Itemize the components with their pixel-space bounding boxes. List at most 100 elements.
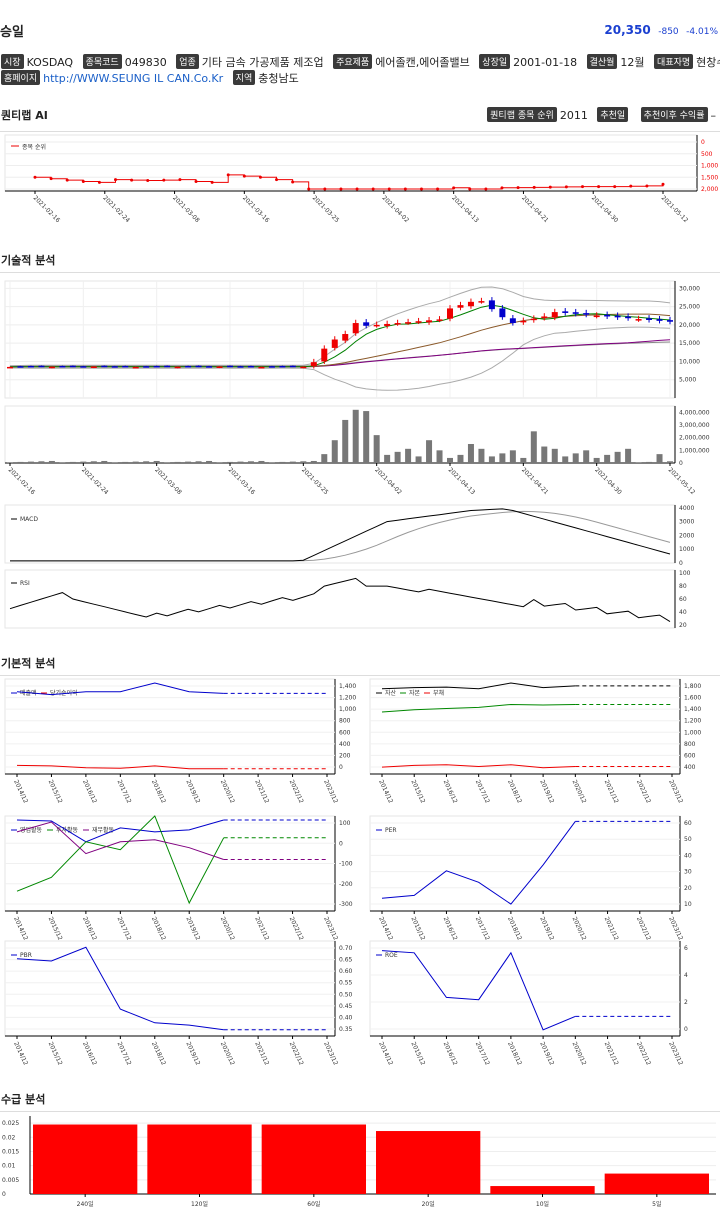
panel-series-line [381,821,576,905]
panel-series-line [16,819,224,843]
volume-bar [80,461,87,463]
candle-body [258,366,265,369]
price-change: -850 [658,27,679,37]
rank-point [452,186,456,190]
rank-point [65,178,69,182]
candle-body [447,308,453,319]
candle-body [310,362,317,366]
rank-point [419,187,423,191]
candlesticks [7,297,673,369]
volume-bar [342,419,349,463]
panel-legend-label: ROE [385,952,398,959]
panel-x-tick: 2014/12 [12,779,29,805]
rank-point [323,187,327,191]
panel-x-tick: 2014/12 [377,1041,394,1067]
info-row-2: 홈페이지 http://WWW.SEUNG IL CAN.Co.Kr 지역 충청남도 [1,70,305,86]
panel-x-tick: 2016/12 [442,916,459,942]
panel-y-tick: 50 [684,836,692,843]
rec-return-tag: 추천이후 수익률 [640,107,708,122]
panel-y-tick: 2 [684,999,688,1006]
volume-bar [331,440,338,463]
candle-body [373,324,380,327]
rank-x-tick: 2021-05-12 [660,194,690,224]
panel-x-tick: 2021/12 [603,1041,620,1067]
rank-value: 2011 [559,109,588,122]
volume-bar [132,461,139,463]
panel-y-tick: 800 [684,741,696,748]
panel-legend-label: PER [385,827,397,834]
candle-body [635,319,642,321]
rec-date-tag: 추천일 [597,107,629,122]
rank-legend-label: 종목 순위 [22,143,46,151]
candle-body [268,366,275,368]
technical-x-tick: 2021-03-25 [300,466,330,496]
panel-x-tick: 2022/12 [288,916,305,942]
panel-frame [4,940,336,1037]
candle-body [185,365,192,368]
rsi-label: RSI [20,580,30,587]
rank-point [307,187,311,191]
supply-x-tick: 120일 [191,1200,208,1208]
code-value: 049830 [124,56,167,69]
rank-y-tick: 0 [701,139,705,146]
volume-bar [300,461,307,463]
price-change-pct: -4.01% [686,27,718,37]
code-tag: 종목코드 [82,54,122,69]
technical-x-tick: 2021-04-21 [520,466,550,496]
rank-point [162,178,166,182]
panel-x-tick: 2017/12 [116,1041,133,1067]
volume-bar [153,460,160,463]
volume-bar [321,454,328,463]
market-tag: 시장 [1,54,24,69]
volume-bar [48,460,55,463]
volume-bar [447,457,453,463]
candle-body [572,312,579,314]
rank-point [564,185,568,189]
supply-bar [604,1173,709,1194]
volume-bar [583,450,590,463]
volume-y-tick: 3,000,000 [679,422,710,429]
volume-bar [111,462,118,463]
rank-point [613,185,617,189]
region-value: 충청남도 [258,72,299,85]
panel-x-tick: 2018/12 [506,916,523,942]
ceo-tag: 대표자명 [654,54,694,69]
macd-y-tick: 3000 [679,519,694,526]
panel-y-tick: 40 [684,852,692,859]
panel-frame [369,815,681,912]
volume-bar [384,454,391,463]
panel-x-tick: 2015/12 [409,916,426,942]
rank-x-tick: 2021-03-08 [171,194,201,224]
product-value: 에어졸캔,에어졸밸브 [375,56,470,69]
candle-body [656,319,663,321]
macd-label: MACD [20,516,38,523]
panel-series-line [16,682,224,696]
candle-body [289,365,296,368]
volume-bar [604,454,611,463]
panel-legend-label: 당기순이익 [50,689,78,697]
supply-y-tick: 0.02 [2,1134,16,1141]
candle-body [206,366,213,368]
candle-body [7,366,13,369]
price-y-tick: 15,000 [679,340,700,347]
volume-bar [520,457,527,463]
rank-point [291,180,295,184]
candle-body [530,318,537,321]
price-block: 20,350 -850 -4.01% [604,23,718,37]
homepage-link[interactable]: http://WWW.SEUNG IL CAN.Co.Kr [43,72,224,85]
fundamental-panel: 6 4 2 0 2014/12 2015/12 2016/12 2017/12 2018/12 2… [369,940,688,1067]
panel-legend-label: 자본 [409,689,421,697]
rsi-series [9,577,671,623]
volume-bar [530,431,537,463]
candle-body [520,320,527,323]
panel-x-tick: 2022/12 [635,1041,652,1067]
panel-series-line [381,682,576,690]
panel-x-tick: 2023/12 [667,779,684,805]
panel-x-tick: 2016/12 [442,1041,459,1067]
panel-y-tick: 0.35 [339,1026,353,1033]
rank-y-tick: 1,000 [701,163,718,170]
panel-y-tick: 100 [339,820,351,827]
divider [0,675,720,676]
panel-x-tick: 2017/12 [474,1041,491,1067]
